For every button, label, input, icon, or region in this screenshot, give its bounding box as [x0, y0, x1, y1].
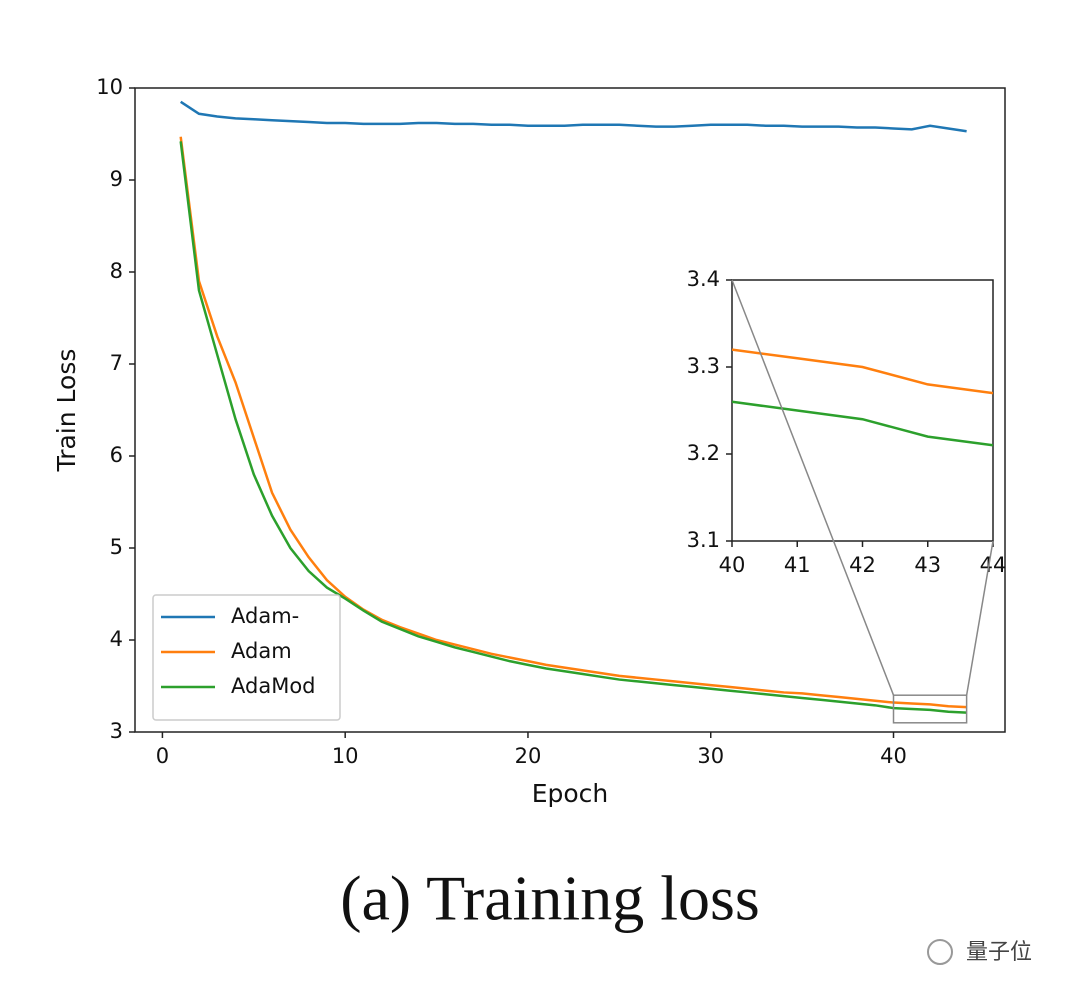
series-line — [179, 141, 967, 714]
zoom-box — [892, 694, 968, 724]
watermark-icon — [927, 939, 953, 965]
plot-area — [731, 279, 994, 542]
y-tick-label: 5 — [110, 535, 123, 559]
y-tick-label: 4 — [110, 627, 123, 651]
legend-label: AdaMod — [231, 674, 316, 698]
y-tick-label: 3 — [110, 719, 123, 743]
x-axis-label: Epoch — [532, 779, 609, 808]
y-tick-label: 3.4 — [687, 267, 720, 291]
y-tick-label: 3.3 — [687, 354, 720, 378]
y-tick-label: 3.2 — [687, 441, 720, 465]
zoom-connector — [965, 540, 994, 696]
x-tick-label: 10 — [332, 744, 359, 768]
y-tick-label: 7 — [110, 351, 123, 375]
y-tick-label: 6 — [110, 443, 123, 467]
x-tick-label: 43 — [914, 553, 941, 577]
y-tick-label: 9 — [110, 167, 123, 191]
x-tick-label: 44 — [980, 553, 1007, 577]
legend-label: Adam — [231, 639, 292, 663]
x-tick-label: 30 — [697, 744, 724, 768]
y-tick-label: 10 — [96, 75, 123, 99]
series-line — [180, 100, 967, 133]
x-tick-label: 0 — [156, 744, 169, 768]
watermark: 量子位 — [966, 940, 1032, 965]
series-line — [732, 400, 993, 447]
x-tick-label: 42 — [849, 553, 876, 577]
legend-box — [152, 594, 341, 721]
x-tick-label: 20 — [515, 744, 542, 768]
x-tick-label: 40 — [880, 744, 907, 768]
series-line — [732, 348, 993, 395]
caption: (a) Training loss — [340, 863, 760, 934]
x-tick-label: 40 — [719, 553, 746, 577]
y-tick-label: 8 — [110, 259, 123, 283]
legend-label: Adam- — [231, 604, 299, 628]
series-line — [179, 136, 967, 709]
y-tick-label: 3.1 — [687, 528, 720, 552]
y-axis-label: Train Loss — [52, 349, 81, 473]
zoom-connector — [731, 279, 895, 696]
x-tick-label: 41 — [784, 553, 811, 577]
